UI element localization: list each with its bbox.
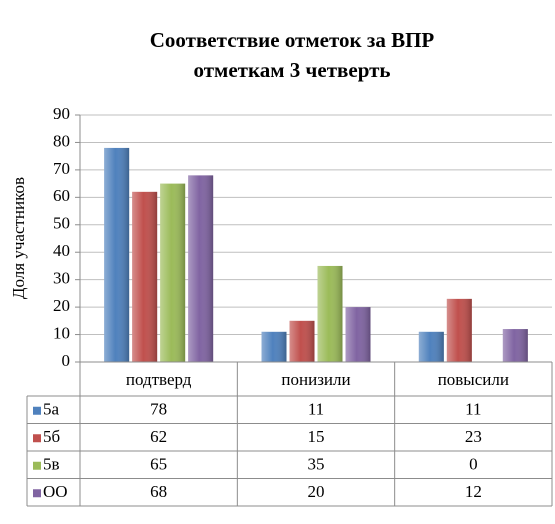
table-value: 62 [150, 427, 167, 446]
table-value: 0 [469, 455, 478, 474]
table-value: 11 [465, 400, 481, 419]
table-value: 11 [308, 400, 324, 419]
bar-shade [502, 329, 528, 362]
legend-swatch [33, 461, 41, 470]
legend-label: 5б [43, 427, 60, 446]
y-axis-label: Доля участников [9, 177, 28, 299]
y-tick-label: 90 [53, 104, 70, 123]
bar-shade [289, 320, 315, 362]
bar-shade [188, 175, 214, 362]
legend-label: ОО [43, 482, 68, 501]
y-tick-label: 50 [53, 214, 70, 233]
table-value: 15 [308, 427, 325, 446]
y-tick-label: 30 [53, 269, 70, 288]
table-value: 35 [308, 455, 325, 474]
y-tick-label: 60 [53, 186, 70, 205]
bar-shade [418, 331, 444, 362]
bar-shade [317, 265, 343, 362]
y-tick-label: 80 [53, 131, 70, 150]
bar-shade [160, 183, 186, 362]
table-value: 65 [150, 455, 167, 474]
chart-title: отметкам 3 четверть [193, 58, 390, 82]
table-value: 68 [150, 482, 167, 501]
table-value: 23 [465, 427, 482, 446]
y-tick-label: 0 [62, 351, 71, 370]
table-value: 20 [308, 482, 325, 501]
y-tick-label: 70 [53, 159, 70, 178]
bar-shade [261, 331, 287, 362]
legend-label: 5а [43, 400, 60, 419]
chart-title: Соответствие отметок за ВПР [150, 28, 435, 52]
table-value: 78 [150, 400, 167, 419]
y-tick-label: 40 [53, 241, 70, 260]
bar-shade [132, 191, 158, 362]
bar-shade [446, 298, 472, 362]
x-tick-label: подтверд [126, 370, 192, 389]
legend-swatch [33, 489, 41, 498]
table-value: 12 [465, 482, 482, 501]
x-tick-label: повысили [438, 370, 509, 389]
bar-shade [104, 147, 130, 362]
y-tick-label: 20 [53, 296, 70, 315]
legend-swatch [33, 406, 41, 415]
bar-shade [345, 307, 371, 362]
x-tick-label: понизили [281, 370, 350, 389]
legend-label: 5в [43, 455, 60, 474]
legend-swatch [33, 434, 41, 443]
y-tick-label: 10 [53, 323, 70, 342]
